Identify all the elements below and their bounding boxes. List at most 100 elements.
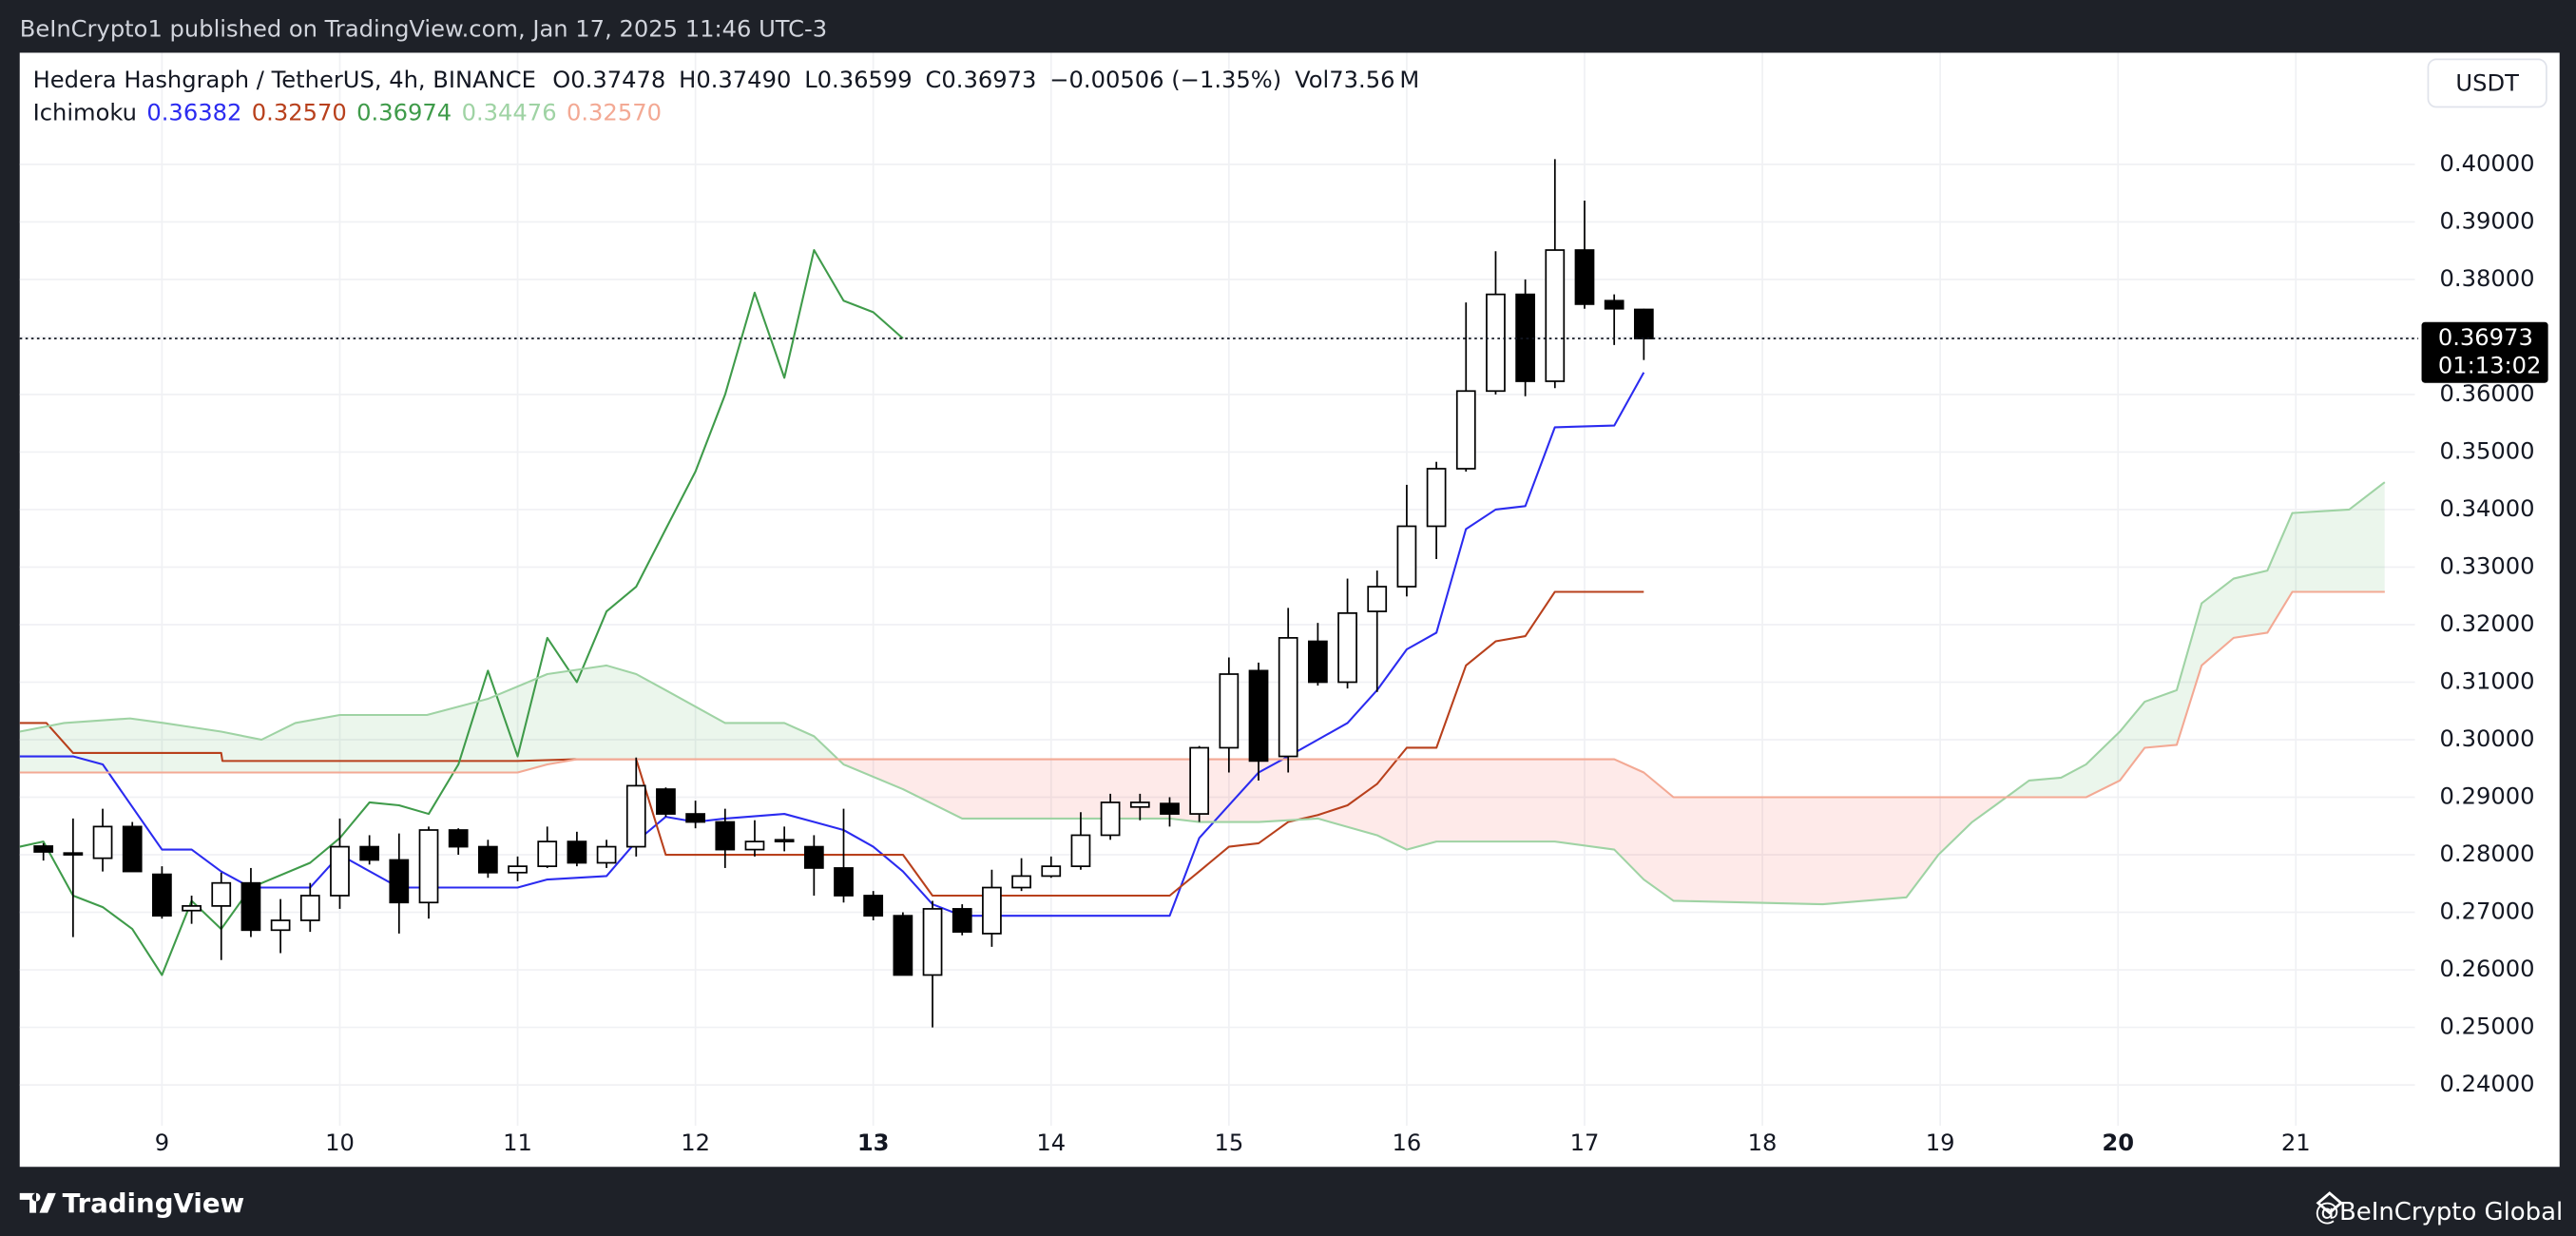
candle-body [952, 908, 972, 933]
candle-body [1219, 673, 1240, 749]
x-tick-label: 18 [1748, 1130, 1778, 1156]
candle-body [240, 881, 261, 932]
last-price-box [2421, 321, 2548, 383]
candle-body [1041, 865, 1062, 878]
candle-body [893, 915, 913, 976]
currency-button[interactable] [2427, 58, 2547, 108]
candle-body [211, 881, 232, 907]
last-price-label: 0.36973 [2438, 324, 2533, 351]
candle-body [477, 845, 498, 874]
y-tick-label: 0.31000 [2440, 667, 2535, 694]
candle-body [1396, 525, 1417, 588]
candle-body [774, 839, 795, 842]
candle-body [1160, 802, 1180, 815]
x-tick-label: 13 [857, 1130, 890, 1156]
indicator-value: 0.32570 [567, 99, 662, 126]
y-tick-label: 0.35000 [2440, 437, 2535, 464]
footer-logo [19, 1192, 56, 1213]
x-tick-label: 19 [1926, 1130, 1955, 1156]
y-tick-label: 0.32000 [2440, 610, 2535, 637]
ohlc-value: 0.37490 [696, 67, 791, 93]
indicator-value: 0.32570 [252, 99, 347, 126]
candle-body [1278, 637, 1298, 758]
candle-body [537, 840, 558, 867]
ohlc-label: L [804, 67, 817, 93]
x-tick-label: 11 [503, 1130, 532, 1156]
candle-body [567, 840, 587, 864]
indicator-legend: Ichimoku 0.36382 0.32570 0.36974 0.34476 0.32… [33, 99, 662, 126]
candle-body [1070, 834, 1091, 867]
candle-body [92, 825, 113, 859]
y-tick-label: 0.28000 [2440, 840, 2535, 867]
candle-body [1100, 801, 1121, 837]
indicator-line [19, 248, 904, 976]
ohlc-value: 0.36599 [817, 67, 913, 93]
candle-body [625, 784, 646, 848]
candle-body [63, 852, 84, 856]
candle-body [359, 845, 380, 861]
x-tick-label: 16 [1393, 1130, 1422, 1156]
candle-body [508, 865, 528, 874]
y-tick-label: 0.26000 [2440, 956, 2535, 982]
candle-body [152, 873, 172, 917]
y-tick-label: 0.24000 [2440, 1071, 2535, 1097]
candle-body [715, 821, 736, 851]
x-tick-label: 14 [1036, 1130, 1066, 1156]
indicator-line [19, 590, 1644, 898]
indicator-value: 0.36382 [146, 99, 241, 126]
currency-label[interactable]: USDT [2455, 69, 2519, 96]
symbol: Hedera Hashgraph / TetherUS, 4h, BINANCE [33, 67, 536, 93]
chart-panel [19, 52, 2560, 1168]
ohlc-value: 0.37478 [570, 67, 665, 93]
candle-body [448, 829, 469, 848]
volume-value: 73.56 M [1329, 67, 1419, 93]
publish-note: BeInCrypto1 published on TradingView.com… [20, 15, 827, 42]
indicator-line [19, 372, 1645, 917]
candle-body [744, 840, 765, 851]
ohlc-value: 0.36973 [941, 67, 1036, 93]
candle-body [1337, 612, 1357, 684]
candle-body [685, 813, 705, 823]
indicator-line [19, 590, 2385, 799]
candle-body [1633, 308, 1654, 339]
symbol-legend: Hedera Hashgraph / TetherUS, 4h, BINANCE… [33, 67, 1420, 93]
candle-body [1308, 640, 1328, 684]
candle-body [1545, 249, 1566, 382]
candle-body [1604, 299, 1624, 310]
candle-body [270, 919, 291, 932]
candle-body [803, 845, 824, 869]
change: −0.00506 (−1.35%) [1049, 67, 1281, 93]
candle-body [1486, 293, 1506, 393]
candle-body [1515, 293, 1536, 382]
y-tick-label: 0.33000 [2440, 552, 2535, 579]
indicator-name: Ichimoku [33, 99, 137, 126]
candle-body [1426, 468, 1447, 528]
x-tick-label: 21 [2281, 1130, 2311, 1156]
candle-body [1455, 390, 1476, 470]
footer-credit: @BeInCrypto Global [2315, 1198, 2563, 1226]
indicator-line [19, 481, 2386, 906]
y-tick-label: 0.29000 [2440, 783, 2535, 810]
candle-body [1011, 875, 1031, 889]
candle-body [1367, 586, 1388, 612]
footer-logo-text: TradingView [63, 1188, 245, 1219]
candle-body [389, 859, 410, 904]
y-tick-label: 0.38000 [2440, 265, 2535, 292]
candle-body [418, 829, 439, 904]
candle-body [863, 895, 884, 917]
candle-body [596, 845, 617, 864]
x-tick-label: 17 [1570, 1130, 1600, 1156]
credit-icon [2316, 1191, 2343, 1215]
candle-body [182, 905, 202, 912]
volume-label: Vol [1295, 67, 1329, 93]
x-tick-label: 9 [155, 1130, 169, 1156]
x-tick-label: 12 [681, 1130, 710, 1156]
y-tick-label: 0.25000 [2440, 1014, 2535, 1040]
countdown: 01:13:02 [2438, 352, 2542, 378]
candle-body [122, 825, 143, 873]
candle-body [1189, 746, 1210, 815]
ohlc-label: O [552, 67, 570, 93]
candle-body [299, 895, 320, 921]
